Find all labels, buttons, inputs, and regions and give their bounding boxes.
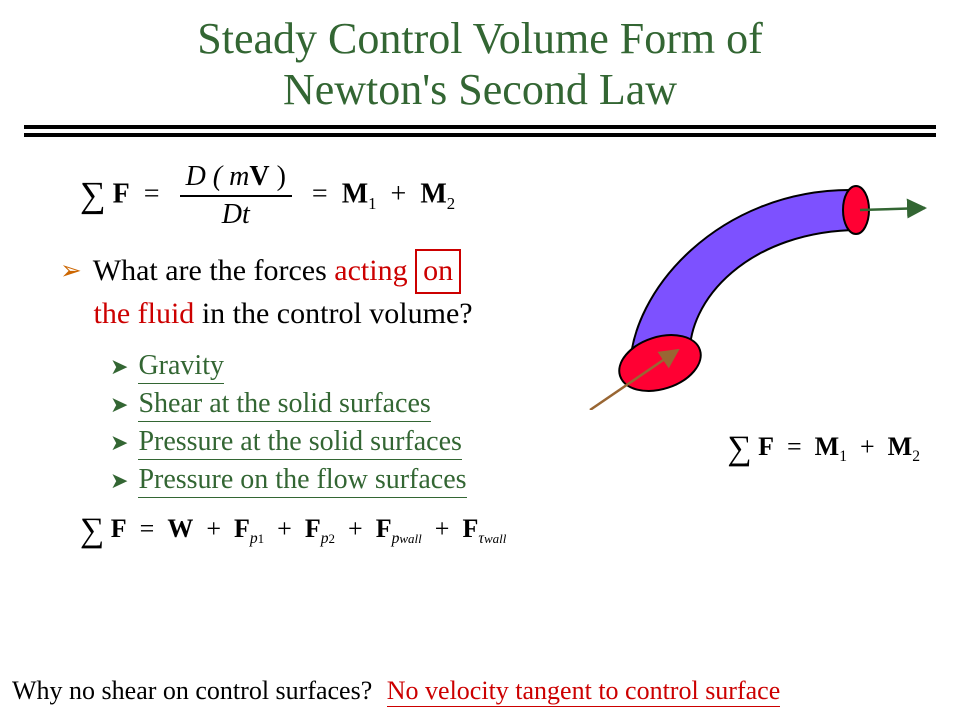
list-item: ➤ Shear at the solid surfaces [110,388,630,422]
eq3-plus1: + [206,514,221,543]
footer-answer: No velocity tangent to control surface [387,676,780,707]
eq3-sub-wall2: wall [484,531,506,546]
divider [0,125,960,137]
q-red2: the fluid [94,297,195,330]
eq1-M2: M [420,179,446,210]
sigma-symbol: ∑ [80,512,104,549]
force-label: Gravity [138,350,224,384]
eq3-Fp2: F [305,514,321,543]
eq3-plus4: + [435,514,450,543]
force-label: Shear at the solid surfaces [138,388,430,422]
q-post: in the control volume? [194,297,472,330]
footer-question: Why no shear on control surfaces? [12,676,372,705]
sigma-symbol: ∑ [727,430,751,467]
q-boxed-on: on [415,249,461,294]
eq1-num-b: ) [270,161,286,192]
title-line2: Newton's Second Law [283,65,677,114]
eq2-M2: M [888,432,913,461]
bullet-arrow-icon: ➤ [110,430,128,456]
main-question: ➢ What are the forces acting on the flui… [60,249,620,334]
list-item: ➤ Pressure on the flow surfaces [110,464,630,498]
list-item: ➤ Gravity [110,350,630,384]
eq2-F: F [758,432,774,461]
list-item: ➤ Pressure at the solid surfaces [110,426,630,460]
bullet-arrow-icon: ➤ [110,468,128,494]
eq3-sub-p1: p [250,530,258,547]
eq1-num-a: D ( m [186,161,250,192]
q-red1: acting [334,254,415,287]
equation-force-sum: ∑ F = W + Fp1 + Fp2 + Fpwall + Fτwall [80,512,920,550]
eq3-sub-2: 2 [329,531,336,546]
title-line1: Steady Control Volume Form of [197,14,763,63]
eq3-plus3: + [348,514,363,543]
eq3-Fpw: F [376,514,392,543]
eq3-plus2: + [277,514,292,543]
equation-simplified: ∑ F = M1 + M2 [727,430,920,468]
eq3-F: F [111,514,127,543]
eq1-fraction: D ( mV ) Dt [180,161,292,231]
eq1-eq1: = [144,179,160,210]
eq3-sub-p2: p [321,530,329,547]
slide-title: Steady Control Volume Form of Newton's S… [0,0,960,123]
bullet-arrow-icon: ➤ [110,392,128,418]
eq3-sub-1: 1 [258,531,265,546]
eq2-M1: M [815,432,840,461]
force-label: Pressure on the flow surfaces [138,464,466,498]
eq1-sub1: 1 [368,194,376,213]
sigma-symbol: ∑ [80,175,106,215]
eq2-sub2: 2 [912,448,920,465]
footer-note: Why no shear on control surfaces? No vel… [12,676,948,706]
eq3-eq: = [140,514,155,543]
eq2-sub1: 1 [839,448,847,465]
eq1-plus: + [391,179,407,210]
eq2-plus: + [860,432,875,461]
q-pre: What are the forces [93,254,335,287]
eq3-Ftw: F [462,514,478,543]
eq1-sub2: 2 [447,194,455,213]
eq3-sub-wall1: wall [399,531,421,546]
chevron-icon: ➢ [60,256,82,285]
eq1-eq2: = [312,179,328,210]
eq1-den: Dt [180,197,292,231]
eq1-F: F [113,179,130,210]
eq2-eq: = [787,432,802,461]
eq3-Fp1: F [234,514,250,543]
eq3-W: W [167,514,193,543]
force-label: Pressure at the solid surfaces [138,426,461,460]
bullet-arrow-icon: ➤ [110,354,128,380]
control-volume-diagram [560,150,930,410]
eq1-M1: M [342,179,368,210]
forces-list: ➤ Gravity ➤ Shear at the solid surfaces … [110,350,630,498]
eq1-num-V: V [249,161,269,192]
